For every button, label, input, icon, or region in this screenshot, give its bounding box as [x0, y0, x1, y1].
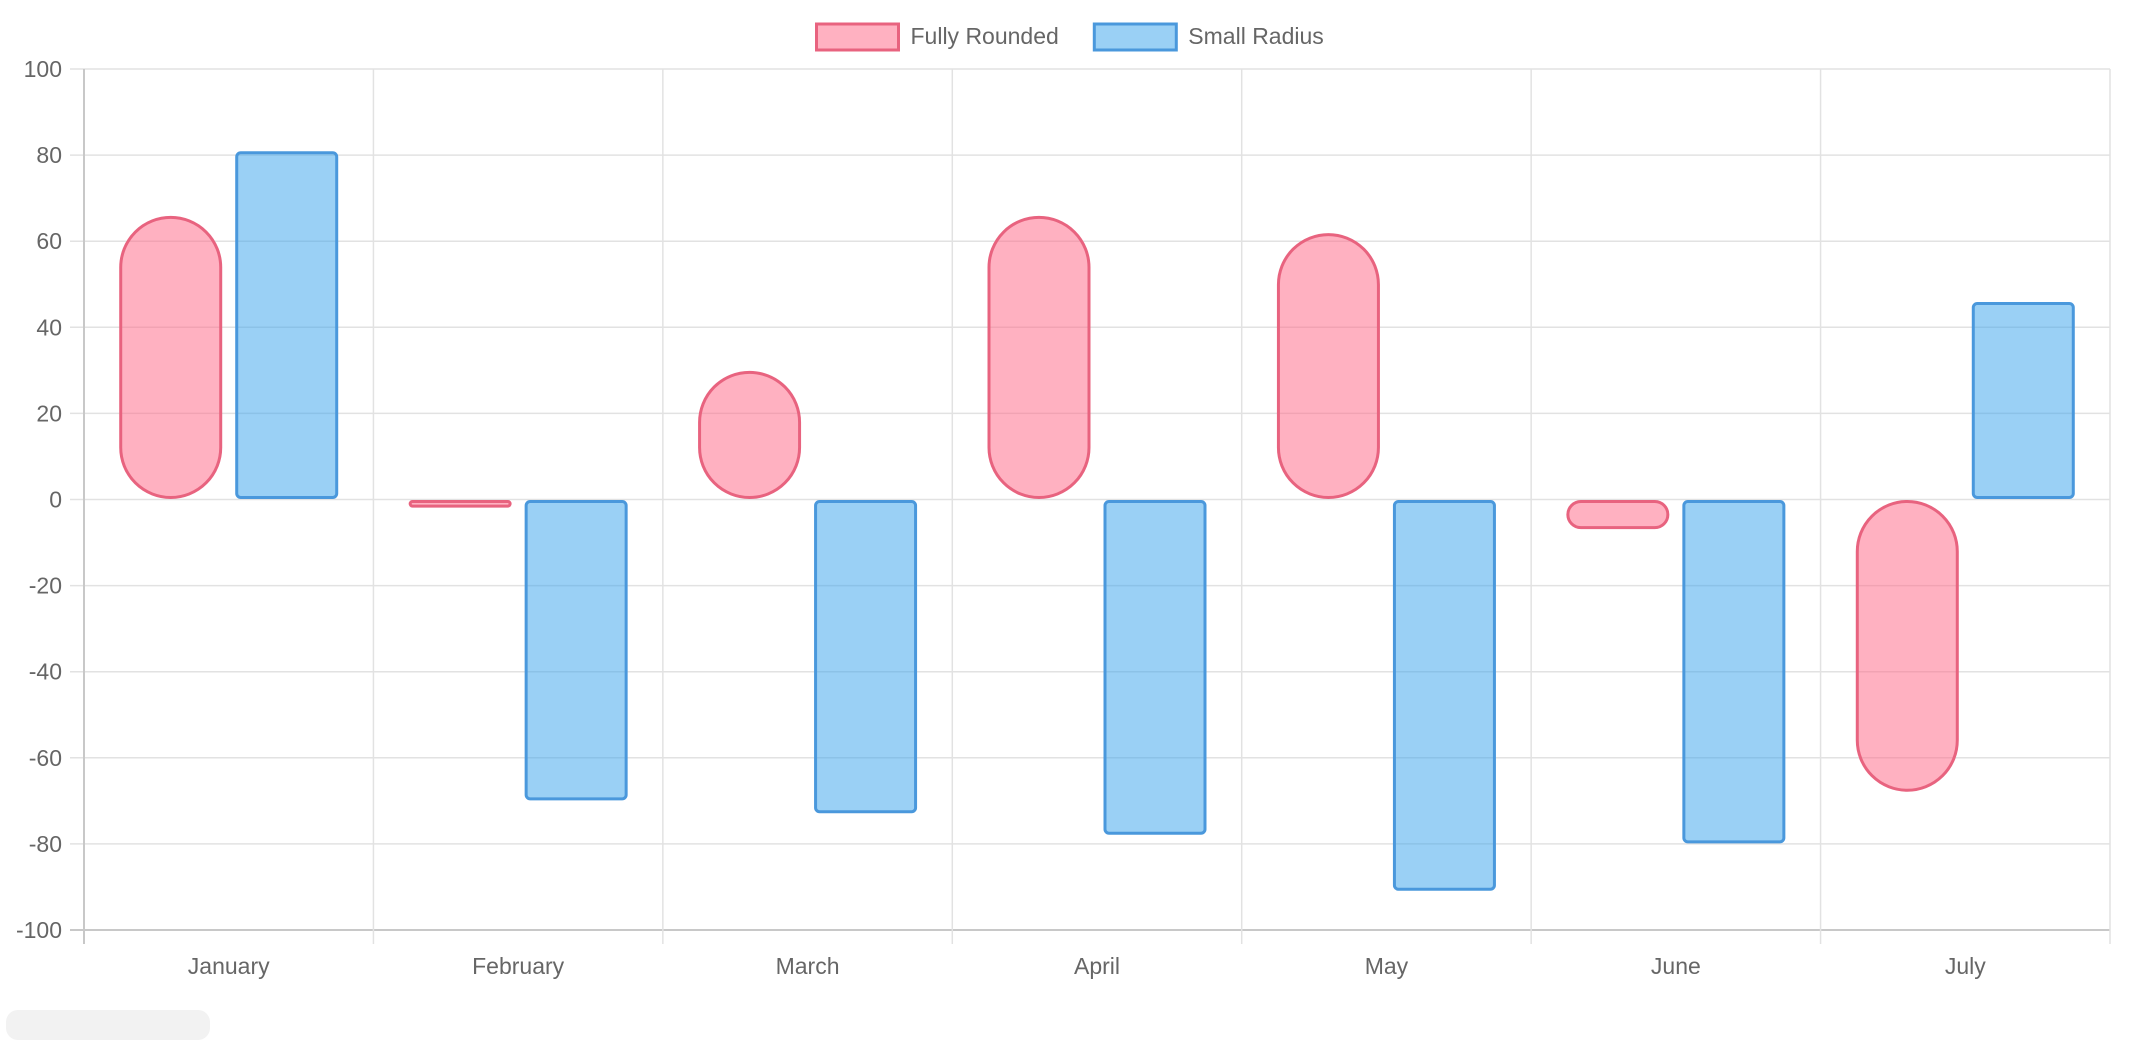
x-tick-label: April: [1074, 953, 1120, 979]
y-tick-label: 100: [24, 56, 62, 82]
bar-fully-rounded-january[interactable]: [119, 215, 223, 499]
x-tick-label: February: [472, 953, 565, 979]
y-tick-label: 20: [36, 400, 62, 426]
legend-label: Small Radius: [1188, 23, 1324, 49]
bar-small-radius-july[interactable]: [1971, 301, 2075, 499]
x-tick-label: March: [776, 953, 840, 979]
bars: [119, 151, 2075, 891]
bar-fully-rounded-april[interactable]: [987, 215, 1091, 499]
y-tick-label: 40: [36, 314, 62, 340]
y-tick-label: -20: [29, 573, 62, 599]
legend-label: Fully Rounded: [911, 23, 1059, 49]
bar-small-radius-march[interactable]: [814, 500, 918, 814]
legend-swatch: [815, 22, 900, 52]
y-tick-label: 0: [49, 487, 62, 513]
bar-fully-rounded-march[interactable]: [698, 370, 802, 500]
y-tick-label: -80: [29, 831, 62, 857]
x-tick-label: June: [1651, 953, 1701, 979]
legend[interactable]: Fully Rounded Small Radius: [815, 22, 1324, 52]
y-axis-tick-labels: 100 80 60 40 20 0 -20 -40 -60 -80 -100: [16, 56, 62, 943]
x-tick-label: January: [188, 953, 270, 979]
y-tick-label: -60: [29, 745, 62, 771]
bar-small-radius-may[interactable]: [1392, 500, 1496, 891]
x-tick-label: July: [1945, 953, 1986, 979]
legend-swatch: [1092, 22, 1178, 52]
y-tick-label: -100: [16, 917, 62, 943]
y-tick-label: 80: [36, 142, 62, 168]
x-tick-label: May: [1365, 953, 1409, 979]
bar-fully-rounded-february[interactable]: [408, 500, 512, 508]
grid-lines: [70, 68, 2111, 944]
bar-small-radius-april[interactable]: [1103, 500, 1207, 835]
bar-fully-rounded-may[interactable]: [1276, 233, 1380, 499]
bar-fully-rounded-july[interactable]: [1855, 500, 1959, 792]
x-axis-tick-labels: January February March April May June July: [188, 953, 1986, 979]
bottom-tab: [6, 1010, 210, 1040]
legend-item-small-radius[interactable]: Small Radius: [1092, 22, 1324, 52]
y-tick-label: 60: [36, 228, 62, 254]
y-tick-label: -40: [29, 659, 62, 685]
bar-small-radius-february[interactable]: [524, 500, 628, 801]
bar-fully-rounded-june[interactable]: [1566, 500, 1670, 530]
legend-item-fully-rounded[interactable]: Fully Rounded: [815, 22, 1059, 52]
bar-small-radius-june[interactable]: [1682, 500, 1786, 844]
bar-small-radius-january[interactable]: [235, 151, 339, 499]
